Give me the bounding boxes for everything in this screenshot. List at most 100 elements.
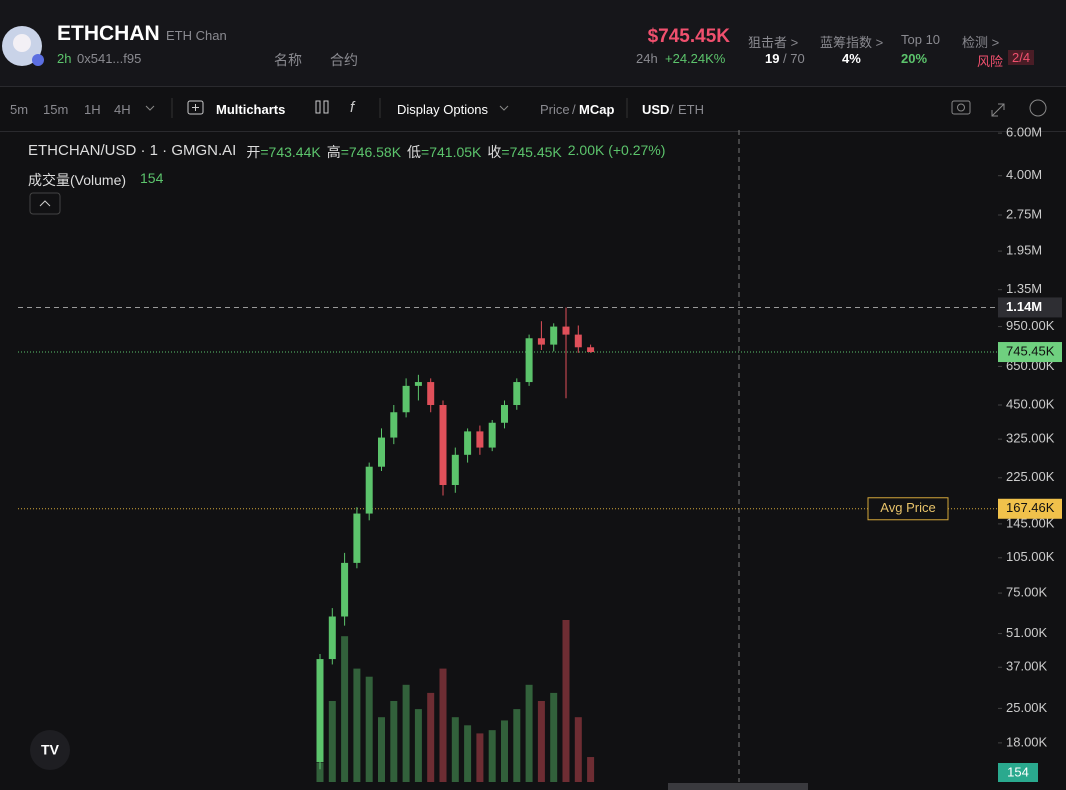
stat-label[interactable]: Top 10 [901,32,941,47]
volume-bar [341,636,349,782]
interval[interactable]: 15m [43,102,69,117]
candle-body [501,405,508,423]
candle-body [439,405,447,486]
volume-bar [316,762,324,782]
y-tick-label: 105.00K [1006,549,1055,564]
volume-value: 154 [140,170,164,186]
candle-body [378,437,385,467]
avg_price-badge [998,498,1062,519]
volume-bar [365,676,373,782]
svg-text:TV: TV [41,742,60,758]
y-tick-label: 1.95M [1006,243,1042,258]
svg-text:f: f [350,99,356,116]
candle-body [574,334,582,348]
volume-bar [390,701,398,782]
candle-body [464,431,472,455]
ohlc-label: 高 [326,144,341,160]
volume-label: 成交量(Volume) [28,172,127,188]
y-tick-label: 51.00K [1006,625,1048,640]
stat-extra: 2/4 [1008,50,1035,65]
ohlc: 收=745.45K [487,142,561,162]
stat-label[interactable]: 狙击者 > [748,35,799,50]
last_price-badge [998,342,1062,363]
y-tick-label: 25.00K [1006,700,1048,715]
candle-body [390,412,398,438]
link[interactable]: 合约 [330,52,358,68]
candle-body [427,382,435,406]
avg-price-name: Avg Price [880,500,935,515]
tv-logo[interactable] [30,730,70,770]
y-tick-label: 75.00K [1006,585,1048,600]
volume-bar [476,733,484,782]
volume-bar [562,620,570,782]
candle-body [488,422,496,448]
y-tick-label: 950.00K [1006,318,1055,333]
stat-label[interactable]: 蓝筹指数 > [820,35,884,50]
ohlc: 开=743.44K [246,142,320,162]
candle-body [341,562,349,617]
token-subname: ETH Chan [166,28,227,43]
price: $745.45K [647,26,730,47]
address[interactable]: 0x541...f95 [77,51,142,66]
y-tick-label: 6.00M [1006,125,1042,140]
avg-price-box [867,497,949,521]
volume-bar [439,668,447,782]
ohlc-value: =743.44K [260,144,321,160]
eth-toggle[interactable]: ETH [678,102,704,117]
display-options[interactable]: Display Options [397,102,489,117]
volume-bar [537,701,545,782]
separator: / [670,102,674,117]
ohlc-label: 低 [407,144,422,160]
avg_price-label: 167.46K [1006,500,1055,515]
stat-value: 20% [901,51,928,66]
volume-bar [353,668,361,782]
candle-body [587,347,595,353]
multicharts[interactable]: Multicharts [216,102,286,117]
age: 2h [57,51,72,66]
y-tick-label: 450.00K [1006,396,1055,411]
crosshair-label: 1.14M [1006,299,1042,314]
token-name: ETHCHAN [57,22,160,45]
ohlc-label: 开 [246,144,261,160]
ohlc-change: 2.00K (+0.27%) [567,142,666,158]
collapse-button[interactable] [29,192,61,215]
volume-bar [427,692,435,782]
volume-bar [414,709,422,782]
volume-bar [402,684,410,782]
avatar[interactable] [2,26,46,70]
ohlc-label: 收 [487,144,502,160]
scrollbar[interactable] [668,783,808,790]
volume-bar [488,730,496,782]
change: +24.24K% [665,51,726,66]
y-tick-label: 145.00K [1006,515,1055,530]
candle-body [550,326,558,345]
candle-body [562,326,570,335]
interval[interactable]: 5m [10,102,29,117]
volume-bar [328,701,336,782]
y-tick-label: 325.00K [1006,431,1055,446]
volume-bar [513,709,521,782]
chart-legend: ETHCHAN/USD · 1 · GMGN.AI 开=743.44K 高=74… [28,142,665,162]
volume-bar [464,725,472,782]
change-label: 24h [636,51,658,66]
link[interactable]: 名称 [274,52,302,68]
y-tick-label: 1.35M [1006,281,1042,296]
candle-body [402,385,410,413]
stat-extra: / 70 [783,51,805,66]
price-toggle[interactable]: Price [540,102,570,117]
mcap-toggle[interactable]: MCap [579,102,615,117]
toolbar-icons: f [145,98,1047,118]
volume-bar [574,717,582,782]
interval[interactable]: 1H [84,102,101,117]
header [0,0,1066,86]
interval[interactable]: 4H [114,102,131,117]
volume-bar [378,717,385,782]
candle-body [414,382,422,386]
stat-label[interactable]: 检测 > [962,35,1000,50]
volume-badge [998,763,1038,782]
crosshair-badge [998,297,1062,318]
usd-toggle[interactable]: USD [642,102,670,117]
candle-body [451,454,459,486]
volume-bar [451,717,459,782]
